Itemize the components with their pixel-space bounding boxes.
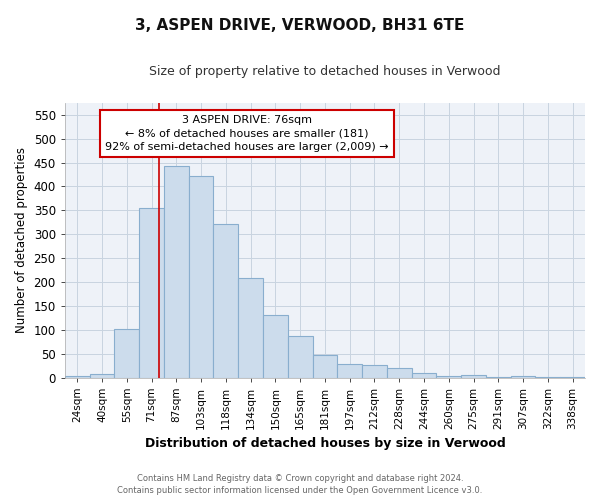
Bar [362,365,387,378]
Bar [486,376,511,378]
Bar [387,368,412,378]
Bar [188,176,214,378]
Bar [164,166,188,378]
Bar [89,374,115,378]
Bar [214,224,238,378]
Text: 3 ASPEN DRIVE: 76sqm
← 8% of detached houses are smaller (181)
92% of semi-detac: 3 ASPEN DRIVE: 76sqm ← 8% of detached ho… [105,115,389,152]
Bar [436,376,461,378]
Text: Contains HM Land Registry data © Crown copyright and database right 2024.
Contai: Contains HM Land Registry data © Crown c… [118,474,482,495]
Bar [313,354,337,378]
Bar [115,329,139,378]
Bar [139,208,164,378]
X-axis label: Distribution of detached houses by size in Verwood: Distribution of detached houses by size … [145,437,505,450]
Bar [461,375,486,378]
Title: Size of property relative to detached houses in Verwood: Size of property relative to detached ho… [149,65,500,78]
Y-axis label: Number of detached properties: Number of detached properties [15,147,28,333]
Bar [263,316,288,378]
Bar [412,372,436,378]
Text: 3, ASPEN DRIVE, VERWOOD, BH31 6TE: 3, ASPEN DRIVE, VERWOOD, BH31 6TE [136,18,464,32]
Bar [65,376,89,378]
Bar [337,364,362,378]
Bar [238,278,263,378]
Bar [511,376,535,378]
Bar [288,336,313,378]
